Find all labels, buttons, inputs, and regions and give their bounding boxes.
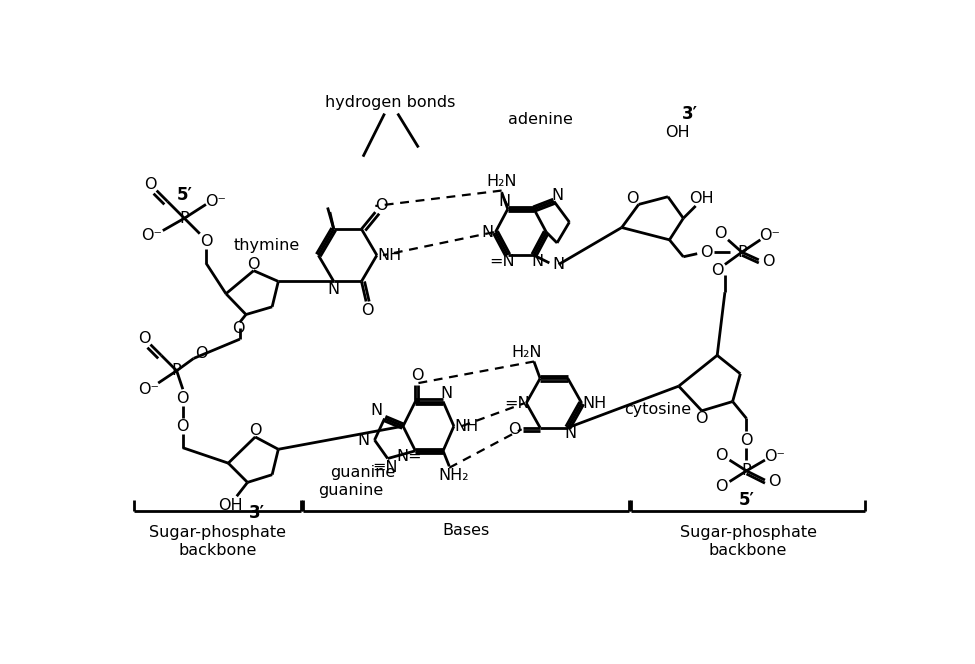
Text: N: N xyxy=(552,188,564,203)
Text: O: O xyxy=(716,479,728,494)
Text: O: O xyxy=(768,474,780,489)
Text: O: O xyxy=(138,331,150,346)
Text: NH: NH xyxy=(582,396,606,410)
Text: Bases: Bases xyxy=(443,523,489,538)
Text: 3′: 3′ xyxy=(249,504,265,522)
Text: O: O xyxy=(761,254,774,269)
Text: N: N xyxy=(531,254,543,269)
Text: O: O xyxy=(176,391,189,406)
Text: O: O xyxy=(195,347,208,361)
Text: O: O xyxy=(176,419,189,434)
Text: 3′: 3′ xyxy=(682,106,698,124)
Text: P: P xyxy=(742,463,752,478)
Text: N: N xyxy=(498,194,511,209)
Text: guanine: guanine xyxy=(319,483,383,497)
Text: P: P xyxy=(737,244,747,260)
Text: =N: =N xyxy=(504,396,529,410)
Text: thymine: thymine xyxy=(234,238,300,253)
Text: OH: OH xyxy=(689,191,714,206)
Text: O: O xyxy=(711,263,723,278)
Text: O: O xyxy=(700,244,713,260)
Text: O⁻: O⁻ xyxy=(763,450,785,465)
Text: OH: OH xyxy=(218,498,243,513)
Text: O: O xyxy=(362,303,373,318)
Text: O: O xyxy=(144,177,157,192)
Text: O: O xyxy=(740,432,753,448)
Text: N: N xyxy=(482,224,493,240)
Text: Sugar-phosphate
backbone: Sugar-phosphate backbone xyxy=(680,525,816,558)
Text: N: N xyxy=(328,282,340,297)
Text: O⁻: O⁻ xyxy=(138,382,160,396)
Text: 5′: 5′ xyxy=(738,491,755,509)
Text: NH₂: NH₂ xyxy=(439,468,469,483)
Text: guanine: guanine xyxy=(331,465,396,480)
Text: P: P xyxy=(179,210,189,226)
Text: O: O xyxy=(200,234,213,249)
Text: NH: NH xyxy=(377,248,402,263)
Text: P: P xyxy=(172,363,181,378)
Text: OH: OH xyxy=(665,125,689,139)
Text: cytosine: cytosine xyxy=(624,402,691,417)
Text: O: O xyxy=(410,368,423,383)
Text: adenine: adenine xyxy=(508,112,572,127)
Text: O: O xyxy=(249,424,261,438)
Text: hydrogen bonds: hydrogen bonds xyxy=(325,95,455,110)
Text: N: N xyxy=(440,386,452,401)
Text: 5′: 5′ xyxy=(176,186,192,204)
Text: O: O xyxy=(375,199,388,213)
Text: ≡N: ≡N xyxy=(371,460,398,475)
Text: Sugar-phosphate
backbone: Sugar-phosphate backbone xyxy=(149,525,286,558)
Text: O⁻: O⁻ xyxy=(760,228,780,243)
Text: N: N xyxy=(553,257,565,272)
Text: N: N xyxy=(358,432,370,448)
Text: =N: =N xyxy=(488,254,515,269)
Text: N=: N= xyxy=(397,450,422,465)
Text: N: N xyxy=(565,426,577,442)
Text: O⁻: O⁻ xyxy=(205,194,225,209)
Text: O: O xyxy=(232,321,245,336)
Text: H₂N: H₂N xyxy=(511,345,541,360)
Text: O: O xyxy=(626,191,639,206)
Text: O: O xyxy=(695,411,708,426)
Text: N: N xyxy=(370,403,383,418)
Text: O⁻: O⁻ xyxy=(141,228,163,243)
Text: O: O xyxy=(716,448,728,463)
Text: O: O xyxy=(508,422,521,437)
Text: O: O xyxy=(714,226,726,241)
Text: O: O xyxy=(248,257,260,272)
Text: NH: NH xyxy=(454,419,479,434)
Text: H₂N: H₂N xyxy=(487,174,517,189)
